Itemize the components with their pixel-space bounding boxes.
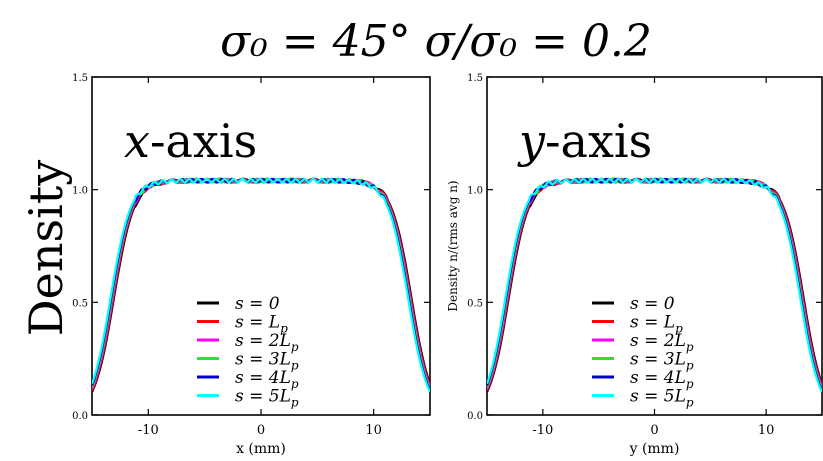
- series-line-6: [92, 177, 430, 393]
- panel-label: x-axis: [124, 114, 257, 168]
- left-y-axis-label: Density: [19, 160, 73, 337]
- x-tick-label: 0: [650, 423, 658, 438]
- legend-entry-label: s = Lp: [630, 313, 683, 336]
- y-tick-label: 0.5: [72, 298, 88, 309]
- legend-entry-label: s = 0: [235, 294, 280, 314]
- legend-entry-label: s = 4Lp: [630, 368, 694, 391]
- legend-entry-label: s = 3Lp: [235, 350, 299, 373]
- y-tick-label: 1.0: [467, 186, 483, 197]
- legend-entry-label: s = 4Lp: [235, 368, 299, 391]
- legend-entry-label: s = 5Lp: [235, 387, 299, 410]
- y-tick-label: 0.0: [467, 411, 483, 422]
- y-tick-label: 1.5: [467, 73, 483, 84]
- series-lines: [487, 177, 822, 393]
- figure-title: σ₀ = 45° σ/σ₀ = 0.2: [220, 16, 652, 67]
- x-axis-label: x (mm): [236, 441, 286, 457]
- x-tick-label: 10: [365, 423, 382, 438]
- y-tick-label: 1.5: [72, 73, 88, 84]
- x-tick-label: 0: [257, 423, 265, 438]
- panel-label: y-axis: [517, 114, 652, 168]
- legend-entry-label: s = 2Lp: [630, 331, 694, 354]
- legend-entry-label: s = Lp: [235, 313, 288, 336]
- legend-entry-label: s = 3Lp: [630, 350, 694, 373]
- legend-entry-label: s = 0: [630, 294, 675, 314]
- y-tick-label: 1.0: [72, 186, 88, 197]
- x-tick-label: 10: [758, 423, 775, 438]
- y-axis-label: Density n/(rms avg n): [446, 180, 460, 311]
- y-tick-label: 0.5: [467, 298, 483, 309]
- x-tick-label: -10: [138, 423, 159, 438]
- x-axis-label: y (mm): [629, 441, 680, 457]
- y-tick-label: 0.0: [72, 411, 88, 422]
- chart-panel-2: 0.0 0.5 1.0 1.5 -10 0 10 y (mm) Density n/(rms a…: [446, 73, 823, 457]
- x-tick-label: -10: [532, 423, 553, 438]
- legend-entry-label: s = 5Lp: [630, 387, 694, 410]
- chart-panel-1: 0.0 0.5 1.0 1.5 -10 0 10 x (mm) x-axis s = 0s = L…: [72, 73, 431, 457]
- legend-entry-label: s = 2Lp: [235, 331, 299, 354]
- series-lines: [92, 177, 430, 393]
- series-line-6: [487, 177, 822, 393]
